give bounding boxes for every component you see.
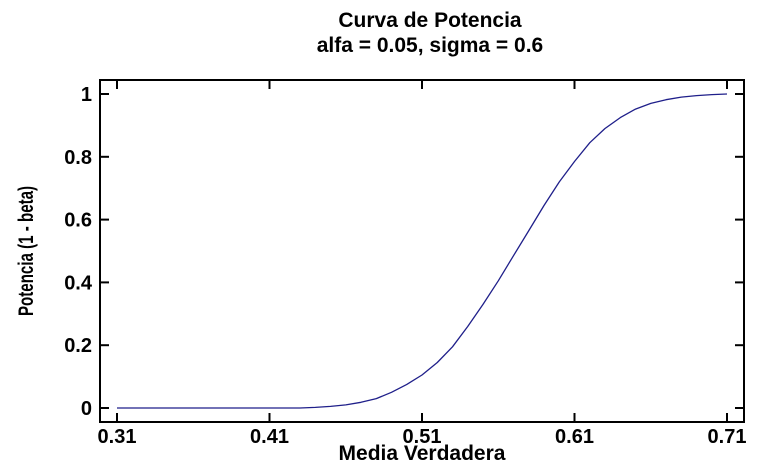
x-tick-label: 0.51 [403, 426, 442, 448]
x-tick-label: 0.71 [708, 426, 747, 448]
chart-subtitle: alfa = 0.05, sigma = 0.6 [317, 34, 543, 57]
x-tick-label: 0.61 [555, 426, 594, 448]
y-tick-label: 0.8 [64, 147, 92, 169]
x-axis-ticks: 0.31 0.41 0.51 0.61 0.71 [98, 80, 747, 448]
series-layer [117, 93, 728, 409]
y-tick-label: 0.6 [64, 210, 92, 232]
chart-title: Curva de Potencia [338, 9, 522, 32]
x-tick-label: 0.41 [250, 426, 289, 448]
y-tick-label: 0.4 [64, 272, 93, 294]
x-tick-label: 0.31 [98, 426, 137, 448]
power-curve-line [117, 93, 728, 409]
plot-area-frame [99, 79, 745, 423]
y-axis-label: Potencia (1 - beta) [13, 186, 37, 316]
x-axis-label: Media Verdadera [339, 442, 506, 463]
y-axis-ticks: 0 0.2 0.4 0.6 0.8 1 [64, 84, 744, 420]
y-tick-label: 1 [81, 84, 92, 106]
y-tick-label: 0 [81, 398, 92, 420]
y-tick-label: 0.2 [64, 335, 92, 357]
